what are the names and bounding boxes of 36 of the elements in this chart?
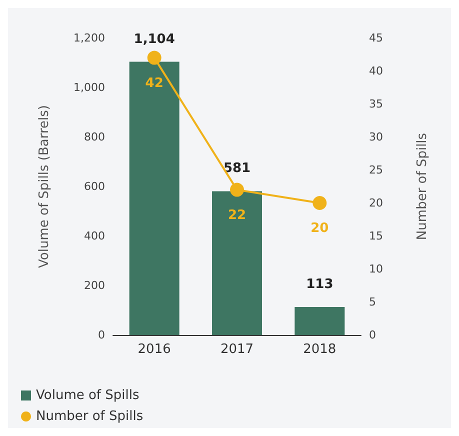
bar: [294, 307, 345, 335]
data-label: 581: [223, 161, 251, 176]
y2-tick-label: 35: [369, 98, 383, 110]
y-tick-label: 400: [84, 230, 105, 242]
y2-tick-label: 45: [369, 32, 383, 44]
x-tick-label: 2017: [220, 342, 254, 357]
y2-tick-label: 40: [369, 64, 383, 78]
y2-axis-title: Number of Spills: [415, 132, 430, 240]
point: [147, 50, 162, 65]
bar: [129, 62, 180, 335]
data-label: 20: [310, 221, 329, 236]
legend-label: Number of Spills: [36, 409, 144, 424]
y2-tick-label: 10: [369, 262, 383, 276]
y-axis-title: Volume of Spills (Barrels): [37, 105, 52, 268]
y2-tick-label: 0: [369, 328, 376, 342]
y2-tick-label: 15: [369, 230, 383, 242]
data-label: 22: [228, 208, 246, 223]
x-tick-label: 2016: [138, 342, 171, 357]
y-tick-label: 600: [84, 180, 105, 193]
x-tick-label: 2018: [303, 342, 336, 357]
y2-tick-label: 20: [369, 196, 383, 210]
y-tick-label: 1,000: [74, 81, 105, 94]
y2-tick-label: 5: [369, 296, 376, 308]
point: [312, 196, 327, 210]
y-tick-label: 200: [84, 279, 105, 292]
data-label: 113: [306, 277, 334, 292]
legend-label: Volume of Spills: [36, 388, 140, 403]
point: [230, 182, 244, 197]
data-label: 42: [145, 76, 164, 91]
data-label: 1,104: [134, 32, 175, 47]
y2-tick-label: 30: [369, 130, 383, 144]
y-tick-label: 1,200: [74, 32, 105, 44]
y-tick-label: 800: [84, 130, 105, 144]
bar: [212, 191, 262, 335]
y-tick-label: 0: [98, 328, 105, 342]
y2-tick-label: 25: [369, 164, 383, 176]
